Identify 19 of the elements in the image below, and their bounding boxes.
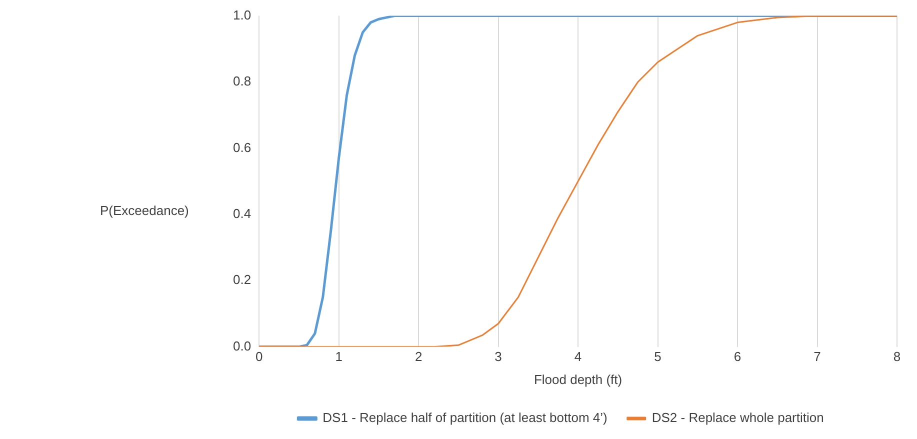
- y-tick-label: 0.6: [232, 140, 252, 155]
- y-tick-label: 0.2: [232, 272, 252, 288]
- x-tick-label: 7: [814, 349, 821, 364]
- x-tick-label: 5: [654, 349, 662, 364]
- x-tick-label: 3: [494, 349, 502, 364]
- x-tick-label: 1: [335, 349, 342, 364]
- legend-label: DS2 - Replace whole partition: [652, 410, 824, 426]
- y-tick-label: 0.4: [232, 206, 252, 221]
- y-axis-title: P(Exceedance): [100, 203, 189, 218]
- y-tick-label: 0.8: [232, 74, 252, 89]
- x-tick-label: 2: [414, 349, 422, 364]
- x-tick-label: 8: [893, 349, 901, 364]
- x-tick-label: 0: [255, 349, 263, 364]
- x-tick-label: 4: [574, 349, 582, 364]
- y-tick-label: 1.0: [232, 7, 252, 22]
- legend-label: DS1 - Replace half of partition (at least bottom 4’): [322, 410, 608, 426]
- x-axis-title: Flood depth (ft): [534, 372, 622, 387]
- y-tick-label: 0.0: [232, 338, 252, 354]
- x-tick-label: 6: [734, 349, 742, 364]
